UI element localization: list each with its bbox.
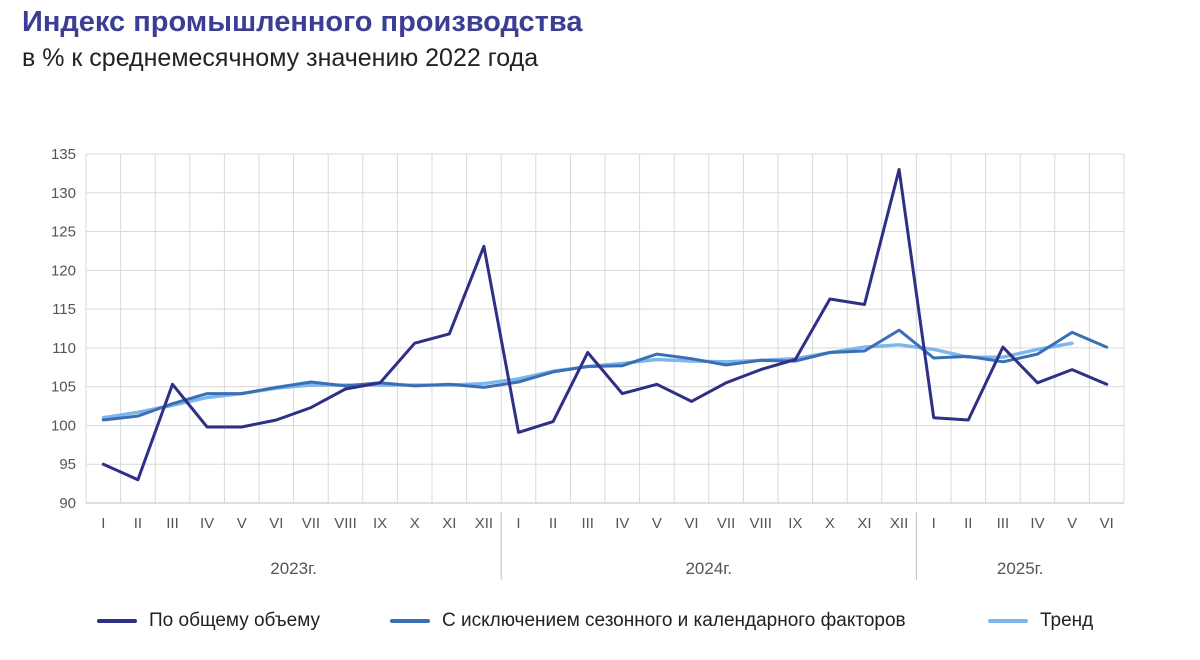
chart-title: Индекс промышленного производства bbox=[22, 6, 583, 38]
x-tick-label: VI bbox=[269, 515, 283, 532]
x-tick-label: IX bbox=[373, 515, 387, 532]
legend-swatch-trend bbox=[988, 619, 1028, 623]
y-tick-label: 135 bbox=[51, 146, 76, 163]
x-tick-label: III bbox=[166, 515, 179, 532]
legend-item-total: По общему объему bbox=[97, 604, 320, 638]
x-tick-label: IV bbox=[1030, 515, 1044, 532]
x-tick-label: X bbox=[410, 515, 420, 532]
x-tick-label: IV bbox=[615, 515, 629, 532]
chart-legend: По общему объему С исключением сезонного… bbox=[0, 604, 1200, 638]
x-tick-label: V bbox=[1067, 515, 1077, 532]
legend-label-total: По общему объему bbox=[149, 610, 321, 631]
chart-subtitle: в % к среднемесячному значению 2022 года bbox=[22, 44, 539, 72]
y-tick-label: 120 bbox=[51, 262, 76, 279]
x-tick-label: XII bbox=[475, 515, 493, 532]
legend-swatch-total bbox=[97, 619, 137, 623]
x-tick-label: I bbox=[932, 515, 936, 532]
x-tick-label: V bbox=[237, 515, 247, 532]
y-tick-label: 95 bbox=[59, 456, 76, 473]
legend-label-seasonal: С исключением сезонного и календарного ф… bbox=[442, 610, 906, 631]
x-tick-label: III bbox=[997, 515, 1010, 532]
x-tick-label: VIII bbox=[334, 515, 357, 532]
x-tick-label: VII bbox=[302, 515, 320, 532]
x-tick-label: I bbox=[516, 515, 520, 532]
x-tick-label: II bbox=[549, 515, 557, 532]
x-tick-label: IX bbox=[788, 515, 802, 532]
year-group-label: 2023г. bbox=[270, 559, 317, 578]
y-tick-label: 105 bbox=[51, 379, 76, 396]
year-group-label: 2024г. bbox=[685, 559, 732, 578]
legend-item-trend: Тренд bbox=[988, 604, 1093, 638]
x-tick-label: XII bbox=[890, 515, 908, 532]
y-tick-label: 115 bbox=[52, 301, 76, 318]
x-tick-label: II bbox=[964, 515, 972, 532]
series-line-total bbox=[101, 168, 1109, 482]
x-tick-label: IV bbox=[200, 515, 214, 532]
legend-item-seasonal: С исключением сезонного и календарного ф… bbox=[390, 604, 906, 638]
legend-swatch-seasonal bbox=[390, 619, 430, 623]
legend-label-trend: Тренд bbox=[1040, 610, 1094, 631]
x-tick-label: XI bbox=[442, 515, 456, 532]
x-tick-label: VIII bbox=[749, 515, 772, 532]
x-tick-label: VI bbox=[684, 515, 698, 532]
x-tick-label: X bbox=[825, 515, 835, 532]
y-tick-label: 130 bbox=[51, 185, 76, 202]
y-tick-label: 100 bbox=[51, 417, 76, 434]
year-group-label: 2025г. bbox=[997, 559, 1044, 578]
x-tick-label: VI bbox=[1100, 515, 1114, 532]
x-tick-label: V bbox=[652, 515, 662, 532]
y-tick-label: 125 bbox=[51, 224, 76, 241]
x-tick-label: XI bbox=[857, 515, 871, 532]
x-tick-label: III bbox=[581, 515, 594, 532]
x-tick-label: II bbox=[134, 515, 142, 532]
series-line-seasonal bbox=[101, 328, 1109, 422]
x-tick-label: VII bbox=[717, 515, 735, 532]
y-tick-label: 110 bbox=[52, 340, 76, 357]
y-tick-label: 90 bbox=[59, 495, 76, 512]
x-tick-label: I bbox=[101, 515, 105, 532]
